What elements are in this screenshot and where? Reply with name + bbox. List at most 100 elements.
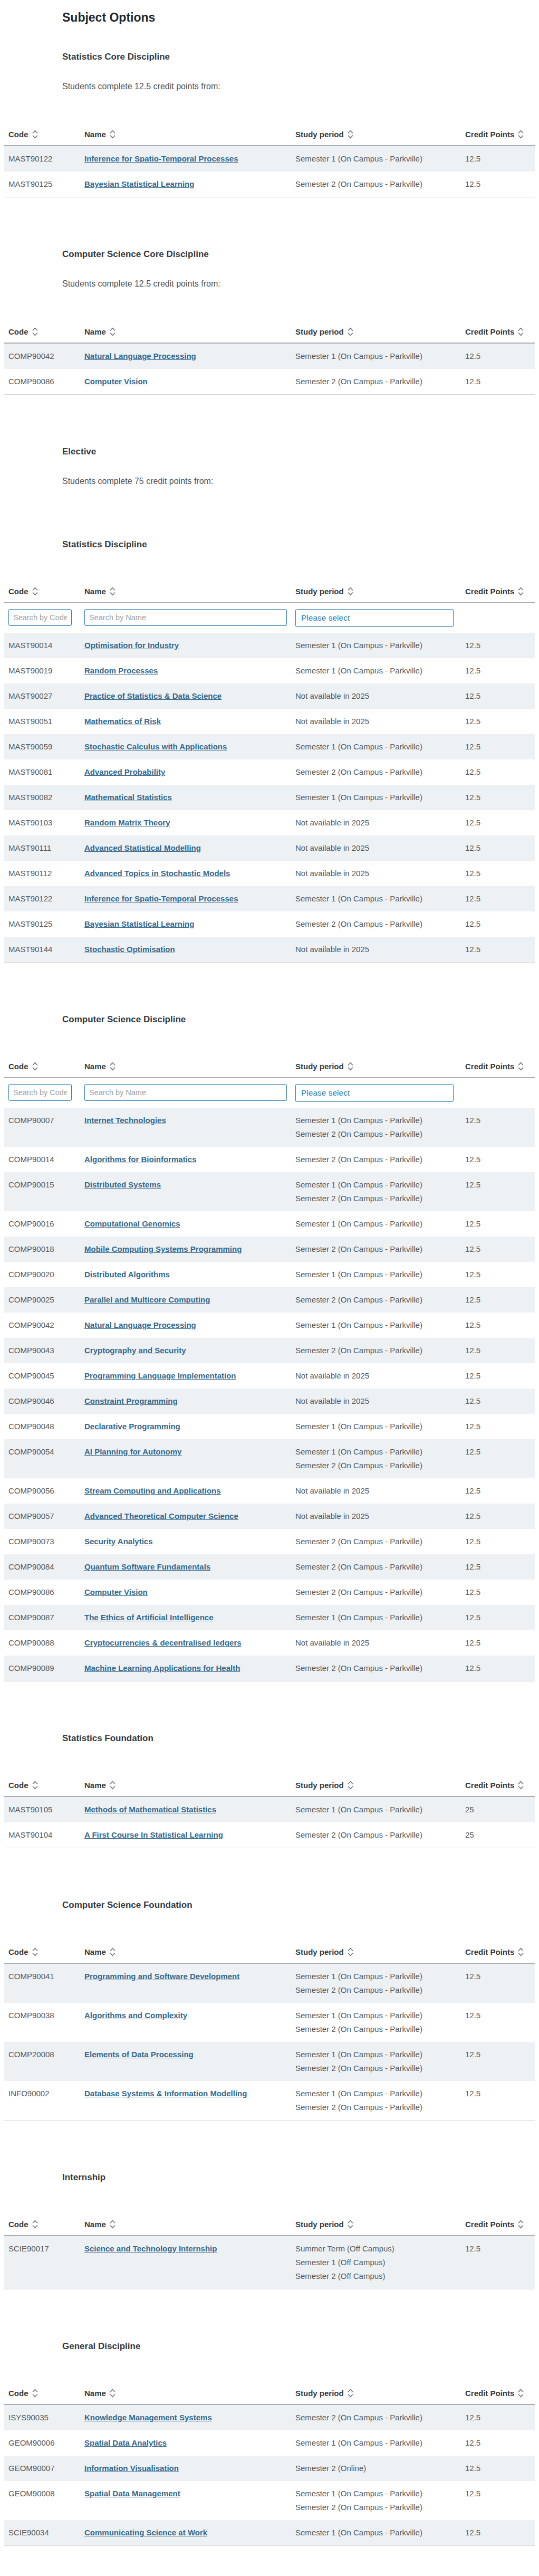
subject-link[interactable]: Stochastic Optimisation (84, 945, 175, 954)
subject-link[interactable]: A First Course In Statistical Learning (84, 1830, 223, 1839)
subject-link[interactable]: Internet Technologies (84, 1116, 166, 1125)
study-period: Semester 2 (On Campus - Parkville) (295, 1338, 465, 1363)
column-header-code[interactable]: Code (4, 127, 84, 146)
subject-link[interactable]: Advanced Probability (84, 767, 165, 776)
subject-link[interactable]: Methods of Mathematical Statistics (84, 1805, 216, 1814)
name-filter-input[interactable] (84, 1084, 287, 1101)
subject-link[interactable]: Information Visualisation (84, 2464, 179, 2473)
column-header-name[interactable]: Name (84, 584, 295, 603)
column-header-code[interactable]: Code (4, 324, 84, 343)
study-period: Not available in 2025 (295, 835, 465, 861)
subject-link[interactable]: Distributed Algorithms (84, 1270, 170, 1279)
subject-name-cell: Distributed Algorithms (84, 1262, 295, 1287)
column-header-code[interactable]: Code (4, 1944, 84, 1963)
subject-link[interactable]: Cryptocurrencies & decentralised ledgers (84, 1638, 242, 1647)
column-header-credit-points[interactable]: Credit Points (465, 2217, 535, 2236)
column-header-credit-points[interactable]: Credit Points (465, 1059, 535, 1078)
column-header-code[interactable]: Code (4, 2385, 84, 2404)
column-header-credit-points[interactable]: Credit Points (465, 1944, 535, 1963)
column-header-name[interactable]: Name (84, 1777, 295, 1796)
column-header-credit-points[interactable]: Credit Points (465, 127, 535, 146)
subject-link[interactable]: Stochastic Calculus with Applications (84, 742, 227, 751)
subject-link[interactable]: Spatial Data Management (84, 2489, 180, 2498)
study-period-line: Semester 1 (On Campus - Parkville) (295, 152, 461, 166)
code-filter-input[interactable] (8, 1084, 72, 1101)
subject-link[interactable]: Inference for Spatio-Temporal Processes (84, 894, 238, 903)
column-header-credit-points[interactable]: Credit Points (465, 324, 535, 343)
subject-link[interactable]: Optimisation for Industry (84, 641, 179, 650)
subject-code: COMP90014 (4, 1147, 84, 1172)
subject-link[interactable]: Declarative Programming (84, 1422, 180, 1431)
code-filter-input[interactable] (8, 609, 72, 626)
subject-link[interactable]: Parallel and Multicore Computing (84, 1295, 210, 1304)
subject-link[interactable]: Cryptography and Security (84, 1346, 186, 1355)
column-header-name[interactable]: Name (84, 1059, 295, 1078)
subject-link[interactable]: Communicating Science at Work (84, 2528, 207, 2537)
column-header-study-period[interactable]: Study period (295, 324, 465, 343)
subject-link[interactable]: Distributed Systems (84, 1180, 161, 1189)
column-header-credit-points[interactable]: Credit Points (465, 1777, 535, 1796)
subject-link[interactable]: Random Matrix Theory (84, 818, 170, 827)
subject-link[interactable]: Computer Vision (84, 1588, 148, 1596)
column-header-study-period[interactable]: Study period (295, 2217, 465, 2236)
column-header-code[interactable]: Code (4, 584, 84, 603)
subject-link[interactable]: Natural Language Processing (84, 1320, 196, 1329)
study-period-select[interactable]: Please select (295, 609, 454, 627)
name-filter-input[interactable] (84, 609, 287, 626)
subject-link[interactable]: Spatial Data Analytics (84, 2438, 167, 2447)
column-header-study-period[interactable]: Study period (295, 584, 465, 603)
column-header-study-period[interactable]: Study period (295, 1944, 465, 1963)
subject-link[interactable]: Quantum Software Fundamentals (84, 1562, 210, 1571)
subject-link[interactable]: Security Analytics (84, 1537, 153, 1546)
subject-link[interactable]: Programming and Software Development (84, 1972, 239, 1981)
subject-link[interactable]: Bayesian Statistical Learning (84, 179, 194, 188)
column-header-name[interactable]: Name (84, 2217, 295, 2236)
subject-link[interactable]: Mobile Computing Systems Programming (84, 1244, 242, 1253)
subject-link[interactable]: Computational Genomics (84, 1219, 180, 1228)
subject-link[interactable]: Advanced Topics in Stochastic Models (84, 869, 230, 878)
subject-link[interactable]: Programming Language Implementation (84, 1371, 236, 1380)
study-period-select[interactable]: Please select (295, 1084, 454, 1102)
subject-link[interactable]: Mathematics of Risk (84, 717, 161, 726)
column-header-name[interactable]: Name (84, 324, 295, 343)
subject-link[interactable]: Constraint Programming (84, 1396, 178, 1405)
column-header-credit-points[interactable]: Credit Points (465, 2385, 535, 2404)
study-period-line: Semester 2 (On Campus - Parkville) (295, 1293, 461, 1307)
subject-link[interactable]: Knowledge Management Systems (84, 2413, 212, 2422)
subject-link[interactable]: Science and Technology Internship (84, 2244, 217, 2253)
subject-link[interactable]: Practice of Statistics & Data Science (84, 691, 222, 700)
column-header-study-period[interactable]: Study period (295, 2385, 465, 2404)
column-header-code[interactable]: Code (4, 1777, 84, 1796)
subject-link[interactable]: The Ethics of Artificial Intelligence (84, 1613, 214, 1622)
subject-link[interactable]: Computer Vision (84, 377, 148, 386)
column-header-name[interactable]: Name (84, 2385, 295, 2404)
column-header-name[interactable]: Name (84, 127, 295, 146)
subject-code: COMP90020 (4, 1262, 84, 1287)
column-header-credit-points[interactable]: Credit Points (465, 584, 535, 603)
subject-link[interactable]: Random Processes (84, 666, 158, 675)
subject-link[interactable]: Mathematical Statistics (84, 793, 172, 802)
subject-link[interactable]: Machine Learning Applications for Health (84, 1664, 240, 1672)
subject-link[interactable]: Algorithms and Complexity (84, 2011, 187, 2020)
column-header-name[interactable]: Name (84, 1944, 295, 1963)
subject-link[interactable]: Algorithms for Bioinformatics (84, 1155, 197, 1164)
column-header-study-period[interactable]: Study period (295, 1059, 465, 1078)
subject-link[interactable]: Inference for Spatio-Temporal Processes (84, 154, 238, 163)
study-period: Semester 2 (On Campus - Parkville) (295, 1147, 465, 1172)
subject-link[interactable]: Advanced Theoretical Computer Science (84, 1512, 238, 1520)
study-period-line: Semester 2 (On Campus - Parkville) (295, 2061, 461, 2075)
subject-link[interactable]: Elements of Data Processing (84, 2050, 194, 2059)
study-period: Semester 1 (On Campus - Parkville) (295, 1605, 465, 1630)
subject-link[interactable]: Bayesian Statistical Learning (84, 919, 194, 928)
table-row: COMP20008Elements of Data ProcessingSeme… (4, 2042, 535, 2081)
subject-code: GEOM90006 (4, 2430, 84, 2456)
subject-link[interactable]: Advanced Statistical Modelling (84, 843, 201, 852)
subject-link[interactable]: Natural Language Processing (84, 351, 196, 360)
subject-link[interactable]: Database Systems & Information Modelling (84, 2089, 247, 2098)
column-header-study-period[interactable]: Study period (295, 1777, 465, 1796)
column-header-code[interactable]: Code (4, 2217, 84, 2236)
column-header-code[interactable]: Code (4, 1059, 84, 1078)
subject-link[interactable]: AI Planning for Autonomy (84, 1447, 181, 1456)
column-header-study-period[interactable]: Study period (295, 127, 465, 146)
subject-link[interactable]: Stream Computing and Applications (84, 1486, 221, 1495)
